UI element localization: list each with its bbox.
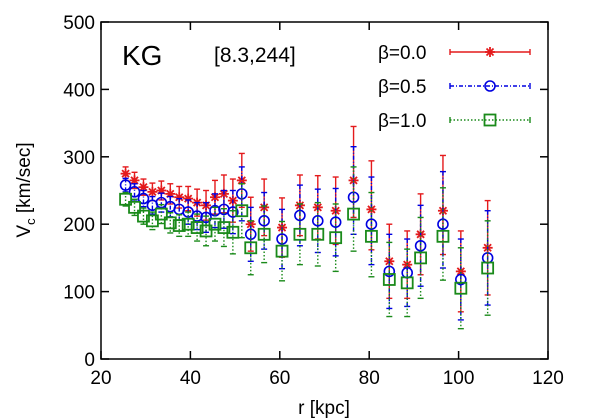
- data-point: [128, 186, 141, 198]
- data-point: [329, 231, 343, 245]
- legend-label: β=1.0: [378, 111, 426, 132]
- panel-params: [8.3,244]: [214, 44, 296, 67]
- data-point: [382, 273, 396, 286]
- plot-frame: [100, 21, 549, 360]
- x-tick-label: 40: [180, 368, 201, 389]
- data-point: [200, 211, 212, 224]
- x-tick-label: 80: [359, 368, 380, 389]
- data-point: [347, 207, 360, 221]
- data-point: [437, 218, 449, 230]
- legend-label: β=0.5: [378, 77, 426, 98]
- data-point: [235, 204, 249, 218]
- data-point: [119, 179, 132, 191]
- data-point: [311, 215, 324, 227]
- data-point: [181, 217, 195, 231]
- data-point: [414, 251, 428, 265]
- y-axis-ticks: 0 100 200 300 400 500: [63, 13, 548, 371]
- x-axis-title: r [kpc]: [298, 398, 350, 419]
- data-point: [257, 227, 271, 241]
- x-tick-label: 60: [269, 368, 290, 389]
- legend-label: β=0.0: [378, 43, 426, 64]
- legend-marker: [485, 47, 495, 57]
- data-point: [383, 265, 396, 278]
- data-point: [227, 206, 239, 218]
- y-axis-title: Vc [km/sec]: [14, 142, 38, 237]
- data-point: [400, 276, 414, 290]
- legend-entry-0: β=0.0: [378, 43, 531, 64]
- y-axis-title-rest: [km/sec]: [14, 142, 35, 218]
- data-point: [154, 207, 168, 221]
- legend-entry-2: β=1.0: [378, 111, 531, 132]
- data-point: [481, 261, 495, 275]
- y-axis-title-subscript: c: [23, 218, 38, 225]
- x-tick-label: 20: [90, 368, 111, 389]
- data-point: [146, 214, 159, 228]
- data-point: [258, 215, 270, 227]
- series-2: [119, 166, 495, 330]
- data-point: [365, 218, 378, 230]
- panel-label: KG: [122, 40, 162, 71]
- data-point: [414, 239, 427, 252]
- data-point: [329, 216, 342, 228]
- data-point: [454, 281, 468, 295]
- data-point: [147, 186, 158, 197]
- data-point: [137, 192, 150, 205]
- x-tick-label: 100: [443, 368, 475, 389]
- legend: β=0.0 β=0.5 β=1.0: [378, 43, 531, 132]
- data-point: [120, 168, 131, 179]
- data-point: [330, 205, 341, 216]
- data-point: [293, 227, 307, 241]
- y-tick-label: 500: [63, 13, 95, 34]
- data-point: [275, 244, 289, 258]
- data-point: [128, 200, 141, 214]
- y-tick-label: 400: [63, 80, 95, 101]
- legend-marker: [483, 113, 497, 127]
- legend-marker: [484, 80, 496, 92]
- data-point: [208, 217, 222, 231]
- x-tick-label: 120: [532, 368, 564, 389]
- data-point: [365, 229, 378, 243]
- data-point: [276, 233, 288, 245]
- data-point: [311, 227, 325, 241]
- y-tick-label: 200: [63, 215, 95, 236]
- plot-area: [119, 125, 495, 330]
- legend-entry-1: β=0.5: [378, 77, 531, 98]
- y-tick-label: 100: [63, 283, 95, 304]
- x-axis-ticks: 20 40 60 80 100 120: [90, 22, 564, 389]
- y-tick-label: 300: [63, 148, 95, 169]
- y-axis-title-main: V: [14, 225, 35, 238]
- data-point: [119, 192, 132, 206]
- data-point: [226, 225, 240, 239]
- data-point: [199, 224, 213, 238]
- data-point: [244, 241, 258, 255]
- data-point: [172, 219, 186, 232]
- data-point: [436, 229, 450, 243]
- y-tick-label: 0: [84, 350, 95, 371]
- data-point: [190, 221, 204, 234]
- data-point: [455, 273, 467, 286]
- data-point: [294, 209, 306, 222]
- data-point: [163, 216, 177, 230]
